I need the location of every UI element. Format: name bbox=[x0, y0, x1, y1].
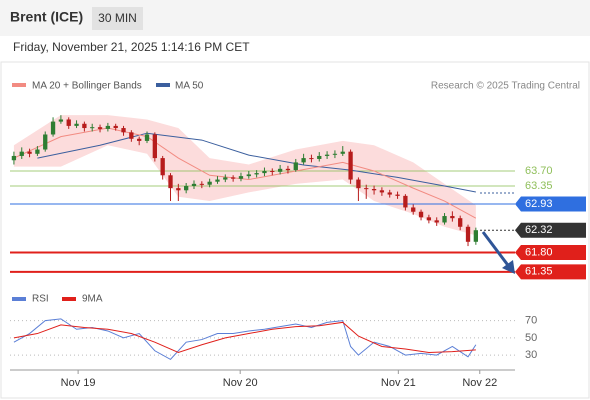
candle-body bbox=[207, 181, 212, 185]
candle-body bbox=[246, 174, 251, 177]
candle-body bbox=[176, 188, 181, 191]
level-label: 62.32 bbox=[525, 224, 553, 236]
candle-body bbox=[465, 226, 471, 242]
candle-body bbox=[160, 158, 165, 176]
legend-label: MA 20 + Bollinger Bands bbox=[32, 81, 142, 92]
candle-body bbox=[356, 179, 361, 189]
candle-body bbox=[199, 183, 204, 185]
legend-swatch bbox=[62, 297, 76, 301]
x-tick-label: Nov 19 bbox=[61, 377, 96, 389]
legend-swatch bbox=[156, 83, 170, 87]
candle-body bbox=[418, 211, 424, 218]
candle-body bbox=[348, 151, 353, 180]
timeframe-box bbox=[92, 7, 143, 30]
candle-body bbox=[293, 162, 298, 171]
candle-body bbox=[105, 125, 111, 129]
legend-label: 9MA bbox=[82, 294, 103, 305]
legend-swatch bbox=[12, 297, 26, 301]
candle-body bbox=[426, 217, 432, 221]
candle-body bbox=[317, 155, 322, 159]
candle-body bbox=[411, 207, 416, 212]
level-box bbox=[515, 245, 586, 261]
candle-body bbox=[113, 125, 118, 129]
candle-body bbox=[309, 158, 314, 160]
candle-body bbox=[152, 134, 157, 159]
candle-body bbox=[35, 149, 40, 154]
candle-body bbox=[434, 220, 439, 223]
indicator-line bbox=[13, 318, 477, 361]
candle-body bbox=[50, 121, 56, 135]
candle-body bbox=[137, 138, 142, 141]
legend-label: RSI bbox=[32, 294, 49, 305]
level-label: 61.35 bbox=[525, 266, 553, 278]
candle-body bbox=[215, 179, 220, 182]
y-tick-label: 30 bbox=[525, 349, 537, 361]
y-tick-label: 70 bbox=[525, 315, 537, 327]
candle-body bbox=[458, 218, 463, 227]
candle-body bbox=[395, 194, 400, 196]
level-box bbox=[515, 222, 586, 238]
subtitle: Friday, November 21, 2025 1:14:16 PM CET bbox=[13, 40, 250, 54]
panel-frame bbox=[0, 61, 590, 399]
candle-body bbox=[129, 132, 134, 139]
bollinger-band bbox=[13, 115, 476, 236]
candle-body bbox=[364, 188, 369, 190]
candle-body bbox=[223, 177, 228, 180]
chart-title: Brent (ICE) bbox=[10, 9, 83, 25]
candle-body bbox=[285, 168, 291, 171]
forecast-arrow bbox=[481, 231, 512, 269]
candle-body bbox=[90, 127, 95, 129]
candle-body bbox=[168, 175, 173, 189]
y-tick-label: 50 bbox=[525, 332, 537, 344]
candle-body bbox=[442, 216, 447, 223]
header-bar bbox=[0, 0, 590, 36]
candle-body bbox=[66, 119, 71, 126]
arrow-head bbox=[502, 260, 515, 274]
candle-body bbox=[340, 151, 345, 154]
candle-body bbox=[254, 173, 259, 175]
candle-body bbox=[262, 170, 267, 174]
candle-body bbox=[332, 153, 338, 155]
candle-body bbox=[387, 192, 392, 195]
credit: Research © 2025 Trading Central bbox=[431, 81, 580, 92]
candle-body bbox=[82, 123, 87, 129]
legend-label: MA 50 bbox=[175, 81, 204, 92]
candle-body bbox=[43, 134, 48, 150]
legend-swatch bbox=[12, 83, 26, 87]
candle-body bbox=[301, 158, 306, 163]
candle-body bbox=[184, 185, 189, 191]
ma50-line bbox=[37, 132, 476, 193]
x-tick-label: Nov 22 bbox=[462, 377, 497, 389]
candle-body bbox=[230, 177, 236, 179]
candle-body bbox=[473, 230, 479, 242]
candle-body bbox=[379, 190, 385, 193]
candle-body bbox=[97, 127, 103, 129]
level-box bbox=[515, 196, 586, 212]
candle-body bbox=[19, 151, 24, 156]
candle-body bbox=[371, 189, 377, 191]
candle-body bbox=[11, 155, 17, 161]
candle-body bbox=[58, 119, 64, 122]
candle-body bbox=[27, 151, 32, 154]
level-box bbox=[515, 264, 586, 280]
candle-body bbox=[270, 170, 275, 172]
candle-body bbox=[144, 134, 150, 141]
level-label: 61.80 bbox=[525, 246, 553, 258]
indicator-line bbox=[13, 321, 476, 354]
level-label: 63.35 bbox=[525, 180, 553, 192]
candle-body bbox=[74, 123, 79, 126]
timeframe: 30 MIN bbox=[98, 11, 137, 25]
candle-body bbox=[191, 183, 197, 186]
level-label: 62.93 bbox=[525, 198, 553, 210]
candle-body bbox=[238, 176, 244, 179]
level-label: 63.70 bbox=[525, 165, 553, 177]
candle-body bbox=[324, 154, 330, 156]
candle-body bbox=[403, 195, 408, 208]
x-tick-label: Nov 21 bbox=[381, 377, 416, 389]
candle-body bbox=[277, 168, 283, 172]
x-tick-label: Nov 20 bbox=[223, 377, 258, 389]
candle-body bbox=[121, 128, 126, 133]
candle-body bbox=[450, 216, 455, 219]
